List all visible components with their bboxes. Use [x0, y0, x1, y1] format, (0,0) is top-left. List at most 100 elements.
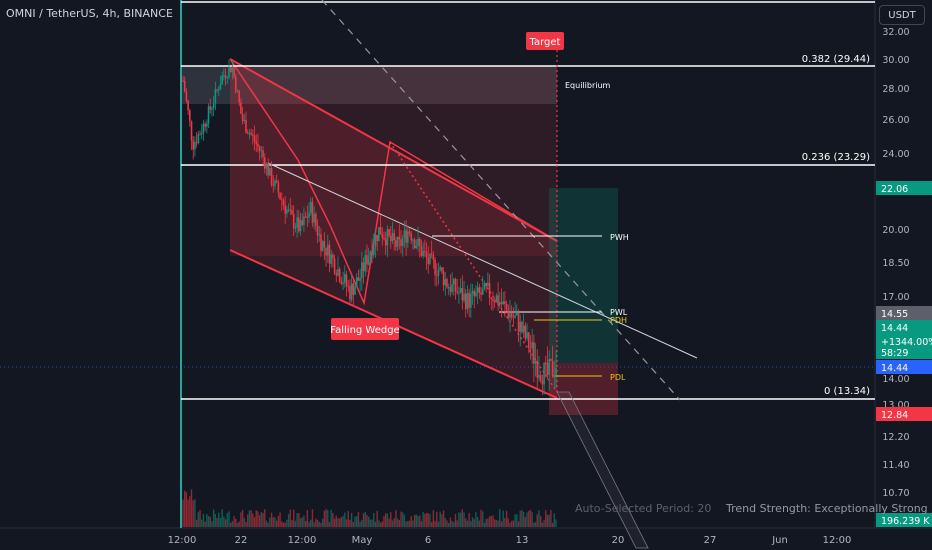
time-tick: 20 [612, 535, 625, 546]
falling-wedge-label-box [331, 318, 399, 340]
volume-bar [398, 520, 401, 527]
candle-body [280, 199, 283, 201]
time-tick: 12:00 [288, 535, 317, 546]
pdh-label: PDH [610, 316, 627, 325]
candle-body [546, 363, 549, 375]
candle-body [308, 212, 310, 218]
candle-body [287, 209, 290, 211]
volume-bar [550, 509, 552, 527]
volume-bar [514, 514, 516, 527]
candle-body [231, 67, 234, 73]
candle-body [274, 180, 276, 186]
volume-bar [236, 522, 239, 527]
candle-body [543, 362, 545, 385]
volume-bar [434, 521, 436, 527]
candle-body [493, 300, 496, 303]
volume-bar [211, 521, 213, 527]
volume-bar [473, 518, 475, 527]
volume-bar [384, 513, 387, 527]
candle-body [318, 234, 321, 236]
candle-body [461, 287, 464, 301]
candle-body [407, 231, 409, 243]
volume-bar [402, 512, 404, 527]
candle-body [304, 216, 307, 218]
candle-body [234, 76, 237, 92]
candle-body [526, 332, 528, 339]
volume-bar [275, 520, 278, 527]
candle-body [441, 267, 443, 272]
candle-body [357, 277, 360, 281]
candle-body [279, 192, 281, 200]
candle-body [211, 107, 213, 110]
volume-bar [512, 520, 515, 527]
candle-body [551, 360, 554, 377]
volume-bar [349, 519, 351, 527]
candle-body [342, 282, 344, 284]
price-tick: 17.00 [882, 292, 909, 303]
indicator-strength: Trend Strength: Exceptionally Strong [726, 502, 928, 515]
volume-bar [270, 512, 273, 527]
candle-body [458, 292, 460, 294]
candle-body [534, 360, 537, 364]
volume-bar [528, 510, 530, 527]
volume-bar [247, 514, 249, 527]
candle-body [207, 106, 210, 124]
volume-bar [424, 513, 426, 527]
candle-body [376, 234, 378, 242]
price-badge: 58:29 [881, 348, 908, 359]
price-badge-box [876, 320, 932, 334]
candle-body [550, 358, 552, 361]
volume-bar [529, 509, 532, 527]
candle-body [192, 140, 195, 150]
wedge-zigzag [229, 58, 558, 306]
volume-bar [294, 520, 297, 527]
volume-bar [419, 515, 421, 527]
volume-bar [454, 514, 457, 527]
volume-bar [250, 510, 252, 527]
candle-body [439, 267, 441, 270]
candle-body [544, 362, 547, 364]
volume-bar [224, 519, 227, 527]
candle-body [362, 262, 365, 272]
candle-body [221, 75, 223, 85]
candle-body [349, 286, 351, 300]
volume-bar [347, 510, 349, 527]
candle-body [315, 213, 317, 226]
indicator-period: Auto-Selected Period: 20 [575, 502, 712, 515]
volume-bar [367, 516, 370, 527]
volume-bar [359, 521, 361, 527]
volume-bar [209, 516, 211, 527]
candle-body [413, 239, 416, 249]
candle-body [415, 245, 418, 249]
candle-body [340, 281, 343, 284]
candle-body [209, 106, 212, 110]
time-axis[interactable]: 12:00 22 12:00 May 6 13 20 27 Jun 12:00 [168, 535, 852, 546]
candle-body [291, 210, 293, 215]
volume-bar [194, 499, 196, 527]
volume-bar [192, 500, 194, 527]
volume-bar [499, 509, 501, 527]
candle-body [446, 279, 448, 288]
price-tick: 11.40 [882, 460, 909, 471]
volume-bar [521, 510, 523, 527]
candle-body [498, 302, 501, 305]
candle-body [369, 251, 372, 257]
volume-bar [483, 522, 486, 527]
volume-bar [233, 516, 235, 527]
currency-button[interactable]: USDT [879, 5, 925, 25]
candle-body [183, 80, 186, 92]
candle-body [366, 255, 368, 265]
price-badge: 14.55 [881, 309, 908, 320]
candle-body [504, 301, 506, 305]
candle-body [425, 252, 428, 258]
fib-236-label: 0.236 (23.29) [802, 152, 870, 163]
volume-bar [475, 512, 477, 527]
volume-bar [429, 514, 431, 527]
volume-bar [282, 522, 285, 527]
long-stop-zone [549, 363, 618, 415]
candle-body [533, 342, 535, 364]
candle-body [517, 313, 520, 332]
volume-bar [373, 512, 375, 527]
candle-body [262, 150, 264, 158]
